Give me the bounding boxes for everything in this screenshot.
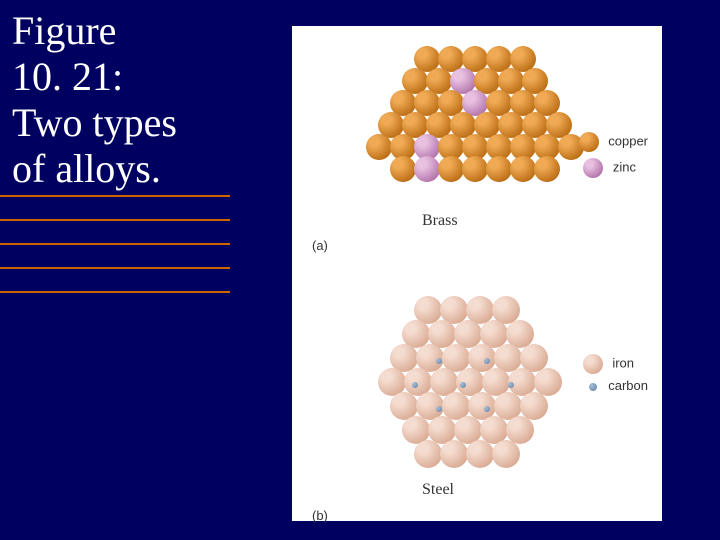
brass-diagram: [354, 46, 574, 196]
copper-atom: [366, 134, 392, 160]
carbon-legend-label: carbon: [608, 378, 648, 393]
steel-caption: Steel: [422, 481, 454, 499]
brass-caption: Brass: [422, 212, 458, 230]
copper-atom: [486, 156, 512, 182]
brass-sublabel: (a): [312, 238, 328, 253]
copper-atom: [510, 156, 536, 182]
zinc-legend-label: zinc: [613, 159, 636, 174]
iron-atom: [466, 440, 494, 468]
diagram-panel: Brass (a) copper zinc Steel (b) iron car…: [292, 26, 662, 521]
copper-atom: [534, 156, 560, 182]
steel-diagram: [354, 296, 574, 476]
steel-legend-iron: iron: [583, 354, 634, 374]
brass-legend-zinc: zinc: [583, 158, 636, 178]
brass-legend-copper: copper: [579, 132, 648, 152]
carbon-atom: [484, 406, 490, 412]
iron-atom: [492, 440, 520, 468]
title-line-1: Figure: [12, 8, 177, 54]
copper-atom: [462, 156, 488, 182]
carbon-atom: [460, 382, 466, 388]
iron-atom: [440, 440, 468, 468]
copper-atom: [390, 156, 416, 182]
title-line-4: of alloys.: [12, 146, 177, 192]
carbon-atom: [484, 358, 490, 364]
carbon-atom: [412, 382, 418, 388]
accent-lines: [0, 195, 230, 315]
zinc-atom: [414, 156, 440, 182]
carbon-atom: [436, 358, 442, 364]
carbon-atom: [436, 406, 442, 412]
iron-atom: [414, 440, 442, 468]
copper-legend-icon: [579, 132, 599, 152]
figure-title: Figure 10. 21: Two types of alloys.: [12, 8, 177, 192]
carbon-legend-icon: [589, 383, 597, 391]
copper-atom: [438, 156, 464, 182]
zinc-legend-icon: [583, 158, 603, 178]
steel-sublabel: (b): [312, 508, 328, 523]
title-line-3: Two types: [12, 100, 177, 146]
steel-legend-carbon: carbon: [589, 378, 648, 393]
iron-legend-icon: [583, 354, 603, 374]
copper-legend-label: copper: [608, 133, 648, 148]
iron-legend-label: iron: [612, 355, 634, 370]
carbon-atom: [508, 382, 514, 388]
title-line-2: 10. 21:: [12, 54, 177, 100]
